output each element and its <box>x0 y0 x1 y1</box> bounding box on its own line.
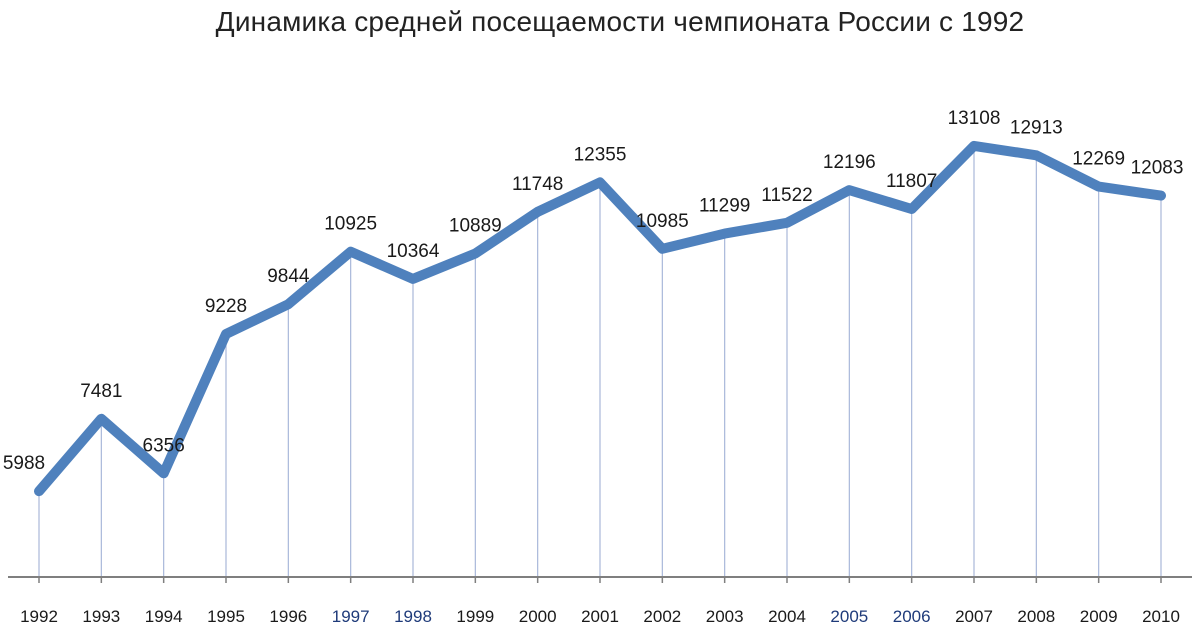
data-label: 11522 <box>761 185 812 206</box>
data-label: 12913 <box>1010 117 1063 138</box>
x-axis-ticks <box>38 577 1162 583</box>
data-label: 6356 <box>143 435 185 456</box>
data-label: 10364 <box>387 241 440 262</box>
data-label: 10889 <box>449 215 502 236</box>
data-label: 11748 <box>512 174 563 195</box>
data-label: 9228 <box>205 296 247 317</box>
x-tick-label: 2002 <box>643 607 681 626</box>
data-label: 12355 <box>574 144 627 165</box>
x-tick-label: 2000 <box>519 607 557 626</box>
data-label: 12269 <box>1072 149 1125 170</box>
x-tick-label: 1999 <box>456 607 494 626</box>
data-label: 12196 <box>823 152 876 173</box>
drop-lines <box>38 145 1162 577</box>
x-tick-label: 2007 <box>955 607 993 626</box>
data-label: 12083 <box>1131 158 1184 179</box>
x-tick-label: 2004 <box>768 607 806 626</box>
x-tick-label: 1994 <box>145 607 183 626</box>
x-tick-label: 1997 <box>332 607 370 626</box>
data-label: 9844 <box>267 266 310 287</box>
x-tick-label: 1993 <box>82 607 120 626</box>
x-tick-label: 2006 <box>893 607 931 626</box>
x-tick-label: 2010 <box>1142 607 1180 626</box>
x-tick-label: 1998 <box>394 607 432 626</box>
data-label: 10925 <box>324 214 377 235</box>
data-label: 13108 <box>948 108 1001 129</box>
x-tick-label: 1995 <box>207 607 245 626</box>
x-tick-label: 2005 <box>830 607 868 626</box>
data-label: 5988 <box>3 453 45 474</box>
data-label: 11807 <box>886 171 937 192</box>
x-tick-label: 1992 <box>20 607 58 626</box>
data-label: 7481 <box>80 381 122 402</box>
data-label: 10985 <box>636 211 689 232</box>
series-line <box>34 140 1166 497</box>
x-tick-label: 2008 <box>1017 607 1055 626</box>
data-labels: 5988 7481 6356 9228 9844 10925 10364 10889 11748… <box>3 108 1184 474</box>
x-tick-label: 2009 <box>1080 607 1118 626</box>
x-tick-labels: 1992 1993 1994 1995 1996 1997 1998 1999 2000 2001… <box>20 607 1180 626</box>
x-tick-label: 2003 <box>706 607 744 626</box>
chart-title: Динамика средней посещаемости чемпионата… <box>215 6 1025 37</box>
x-tick-label: 1996 <box>269 607 307 626</box>
x-tick-label: 2001 <box>581 607 619 626</box>
data-label: 11299 <box>699 196 750 217</box>
